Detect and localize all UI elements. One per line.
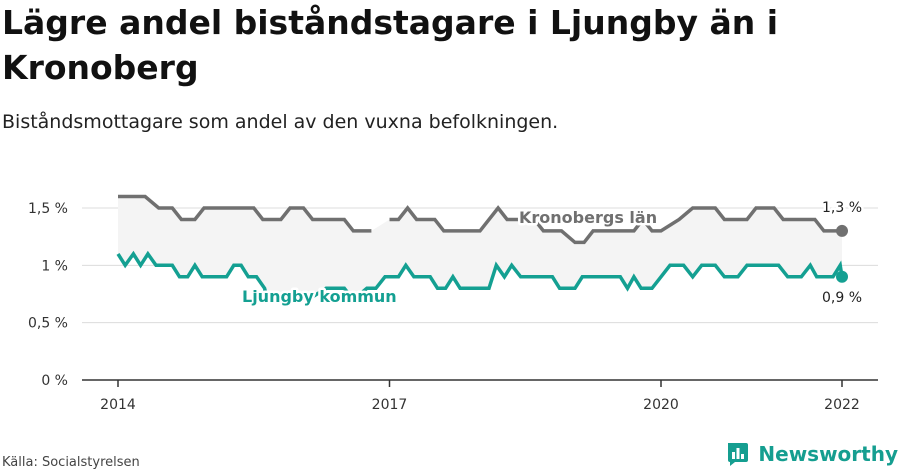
end-point-kronobergs-lan xyxy=(836,224,848,237)
x-tick-label: 2020 xyxy=(643,397,679,413)
source-note: Källa: Socialstyrelsen xyxy=(2,455,140,470)
brand-logo[interactable]: Newsworthy xyxy=(726,441,898,467)
y-tick-label: 1,5 % xyxy=(28,201,68,217)
series-label-ljungby-kommun: Ljungby kommun xyxy=(242,287,397,306)
brand-name: Newsworthy xyxy=(758,442,898,466)
end-label-ljungby-kommun: 0,9 % xyxy=(822,290,862,306)
series-label-kronobergs-lan: Kronobergs län xyxy=(519,208,657,227)
chart-subtitle: Biståndsmottagare som andel av den vuxna… xyxy=(2,111,559,133)
x-tick-label: 2014 xyxy=(100,397,136,413)
end-label-kronobergs-lan: 1,3 % xyxy=(822,200,862,216)
y-tick-label: 0,5 % xyxy=(28,316,68,332)
x-axis: 2014 2017 2020 2022 xyxy=(100,380,860,413)
x-tick-label: 2022 xyxy=(824,397,860,413)
range-band xyxy=(118,196,842,300)
series-line-ljungby-kommun xyxy=(116,250,844,303)
end-point-ljungby-kommun xyxy=(836,270,848,283)
y-tick-label: 1 % xyxy=(41,258,68,274)
newsworthy-logo-icon xyxy=(728,443,749,466)
chart-title: Lägre andel biståndstagare i Ljungby än … xyxy=(2,3,779,87)
series-lines xyxy=(116,194,848,303)
series-line-kronobergs-lan xyxy=(118,194,842,245)
y-tick-label: 0 % xyxy=(41,373,68,389)
series-labels: Kronobergs län Ljungby kommun 1,3 % 0,9 % xyxy=(240,198,865,309)
x-tick-label: 2017 xyxy=(372,397,408,413)
